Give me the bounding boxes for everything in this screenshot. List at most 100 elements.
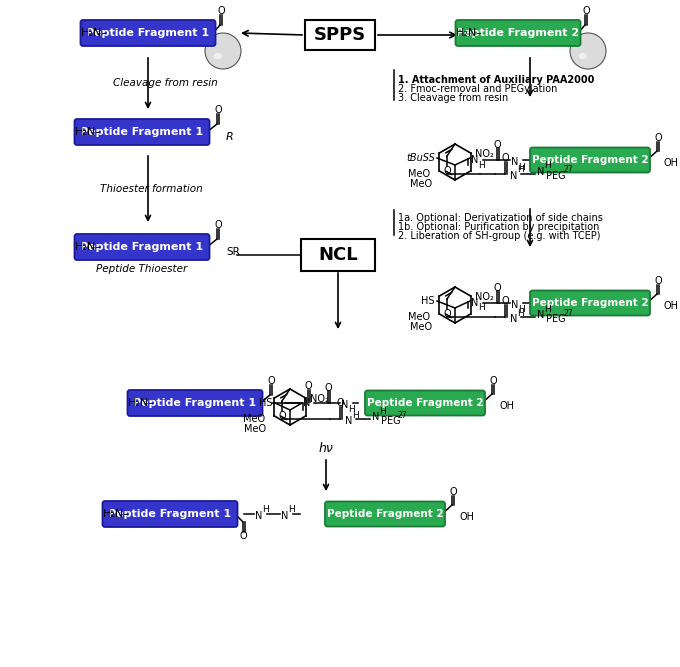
Text: N: N (511, 157, 518, 167)
Text: N: N (281, 511, 288, 521)
Text: Peptide Fragment 2: Peptide Fragment 2 (532, 298, 648, 308)
Text: H: H (352, 410, 359, 420)
Text: HS: HS (260, 398, 273, 408)
Text: H₂N–: H₂N– (456, 28, 483, 38)
FancyBboxPatch shape (365, 390, 485, 416)
Text: NO₂: NO₂ (475, 292, 494, 302)
Text: Peptide Fragment 2: Peptide Fragment 2 (367, 398, 483, 408)
Text: hν: hν (318, 442, 333, 456)
Circle shape (205, 33, 241, 69)
Text: N: N (341, 400, 348, 410)
FancyBboxPatch shape (103, 501, 237, 527)
Text: SPPS: SPPS (314, 26, 366, 44)
Text: H: H (517, 165, 524, 175)
FancyBboxPatch shape (305, 20, 375, 50)
Text: OH: OH (459, 512, 474, 522)
FancyBboxPatch shape (128, 390, 262, 416)
Text: NO₂: NO₂ (310, 394, 329, 404)
Text: PEG: PEG (546, 314, 566, 324)
Text: O: O (582, 6, 590, 16)
FancyBboxPatch shape (301, 239, 375, 271)
Text: HS: HS (422, 296, 435, 306)
Text: N: N (471, 155, 478, 165)
Text: H: H (348, 406, 355, 414)
Text: NO₂: NO₂ (475, 149, 494, 159)
Text: SR: SR (226, 247, 240, 257)
Text: H: H (517, 309, 524, 317)
Text: 27: 27 (563, 165, 573, 175)
FancyBboxPatch shape (325, 502, 445, 526)
Circle shape (585, 49, 590, 53)
Ellipse shape (214, 53, 222, 59)
Text: OH: OH (664, 158, 679, 168)
Text: MeO: MeO (408, 312, 430, 322)
Circle shape (216, 44, 230, 58)
Circle shape (218, 47, 228, 55)
Text: Peptide Fragment 1: Peptide Fragment 1 (133, 398, 256, 408)
Circle shape (211, 40, 234, 62)
Text: O: O (267, 376, 275, 386)
Text: MeO: MeO (410, 322, 432, 332)
Text: OH: OH (499, 401, 514, 411)
Text: MeO: MeO (243, 414, 265, 424)
Text: O: O (654, 133, 662, 143)
Text: N: N (345, 416, 352, 426)
Text: O: O (502, 296, 509, 306)
Text: 2. Liberation of SH-group (e.g. with TCEP): 2. Liberation of SH-group (e.g. with TCE… (398, 231, 600, 241)
Circle shape (214, 42, 232, 60)
Text: H: H (262, 504, 269, 514)
Text: Peptide Fragment 1: Peptide Fragment 1 (80, 242, 203, 252)
Text: H: H (478, 303, 485, 313)
Text: Peptide Fragment 1: Peptide Fragment 1 (86, 28, 209, 38)
Ellipse shape (579, 53, 587, 59)
Text: H₂N–: H₂N– (75, 242, 102, 252)
Text: Cleavage from resin: Cleavage from resin (113, 78, 218, 88)
Text: O: O (278, 411, 286, 421)
Circle shape (575, 37, 602, 65)
FancyBboxPatch shape (530, 291, 650, 315)
Text: N: N (537, 310, 545, 320)
Text: O: O (305, 381, 313, 391)
Text: O: O (443, 166, 451, 176)
Text: H₂N–: H₂N– (81, 28, 108, 38)
Text: 1b. Optional: Purification by precipitation: 1b. Optional: Purification by precipitat… (398, 222, 599, 232)
FancyBboxPatch shape (530, 147, 650, 173)
Text: H: H (518, 163, 525, 171)
Text: 27: 27 (563, 309, 573, 317)
Text: N: N (511, 300, 518, 310)
Text: 2. Fmoc-removal and PEGylation: 2. Fmoc-removal and PEGylation (398, 84, 558, 94)
Text: PEG: PEG (381, 416, 401, 426)
Text: O: O (240, 531, 248, 541)
FancyBboxPatch shape (75, 234, 209, 260)
Text: Peptide Fragment 2: Peptide Fragment 2 (532, 155, 648, 165)
FancyBboxPatch shape (456, 20, 581, 46)
Circle shape (573, 35, 604, 67)
Text: H: H (288, 504, 294, 514)
Text: O: O (337, 398, 345, 408)
Text: O: O (449, 487, 457, 497)
Text: O: O (214, 220, 222, 230)
Text: O: O (325, 383, 333, 393)
Text: O: O (502, 153, 509, 163)
Text: Peptide Thioester: Peptide Thioester (97, 264, 188, 274)
Text: 3. Cleavage from resin: 3. Cleavage from resin (398, 93, 508, 103)
Text: MeO: MeO (408, 169, 430, 179)
Circle shape (209, 37, 237, 65)
Text: H: H (379, 406, 386, 416)
Text: Peptide Fragment 1: Peptide Fragment 1 (108, 509, 232, 519)
Text: N: N (303, 398, 310, 408)
Text: NCL: NCL (318, 246, 358, 264)
Text: OH: OH (664, 301, 679, 311)
FancyBboxPatch shape (75, 119, 209, 145)
Text: PEG: PEG (546, 171, 566, 181)
Circle shape (570, 33, 606, 69)
Circle shape (221, 49, 225, 53)
Text: H₂N–: H₂N– (103, 509, 130, 519)
Text: N: N (510, 171, 517, 181)
Text: N: N (510, 314, 517, 324)
Circle shape (583, 47, 592, 55)
FancyBboxPatch shape (80, 20, 216, 46)
Text: N: N (255, 511, 262, 521)
Text: 27: 27 (398, 410, 407, 420)
Text: MeO: MeO (244, 424, 266, 434)
